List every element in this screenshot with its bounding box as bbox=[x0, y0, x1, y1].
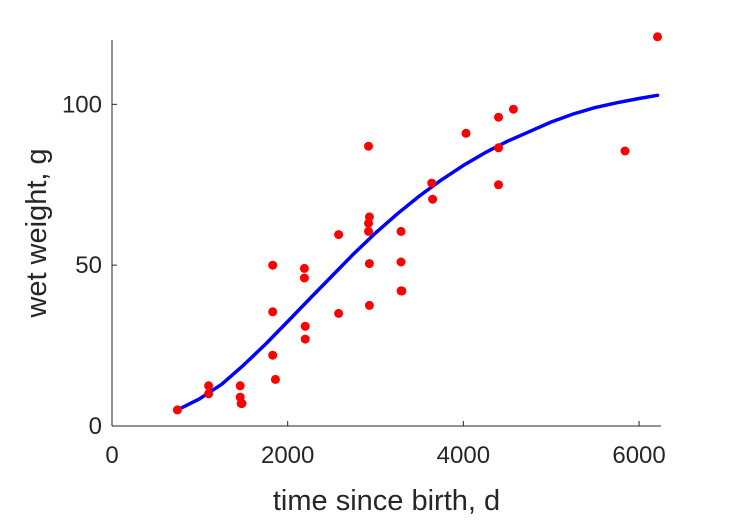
data-point bbox=[204, 381, 214, 391]
data-point bbox=[364, 141, 373, 151]
axes: 0 2000 4000 6000 0 50 100 bbox=[62, 40, 666, 469]
data-point bbox=[268, 350, 278, 360]
data-point bbox=[461, 128, 471, 138]
data-point bbox=[299, 263, 309, 273]
data-point bbox=[334, 308, 344, 318]
data-point bbox=[364, 226, 373, 236]
y-tick-label: 100 bbox=[62, 91, 102, 118]
y-tick-label: 50 bbox=[75, 252, 102, 279]
data-point bbox=[427, 178, 437, 188]
data-point bbox=[299, 273, 309, 283]
data-point bbox=[397, 286, 407, 296]
data-points-layer bbox=[172, 32, 662, 415]
y-axis-label: wet weight, g bbox=[21, 148, 53, 318]
data-point bbox=[268, 260, 278, 270]
data-point bbox=[172, 405, 182, 415]
y-tick-label: 0 bbox=[89, 413, 102, 440]
data-point bbox=[300, 334, 310, 344]
data-point bbox=[396, 226, 406, 236]
fit-curve bbox=[175, 93, 660, 412]
data-point bbox=[364, 259, 374, 269]
data-point bbox=[428, 194, 438, 204]
data-point bbox=[235, 381, 245, 391]
x-axis-label: time since birth, d bbox=[273, 485, 500, 517]
data-point bbox=[494, 112, 503, 122]
x-tick-label: 6000 bbox=[612, 442, 665, 469]
x-tick-label: 0 bbox=[105, 442, 118, 469]
data-point bbox=[268, 307, 278, 317]
data-point bbox=[204, 389, 214, 399]
fit-curve-layer bbox=[175, 93, 660, 412]
data-point bbox=[364, 300, 374, 310]
axis-labels: time since birth, d wet weight, g bbox=[21, 148, 500, 517]
data-point bbox=[364, 212, 374, 222]
data-point bbox=[334, 230, 344, 240]
data-point bbox=[270, 374, 280, 384]
data-point bbox=[494, 180, 503, 190]
data-point bbox=[396, 257, 406, 267]
data-point bbox=[653, 32, 662, 42]
data-point bbox=[508, 104, 518, 114]
data-point bbox=[620, 146, 630, 156]
data-point bbox=[300, 321, 310, 331]
x-tick-label: 4000 bbox=[437, 442, 490, 469]
x-tick-label: 2000 bbox=[261, 442, 314, 469]
data-point bbox=[494, 143, 503, 153]
data-point bbox=[237, 399, 247, 408]
